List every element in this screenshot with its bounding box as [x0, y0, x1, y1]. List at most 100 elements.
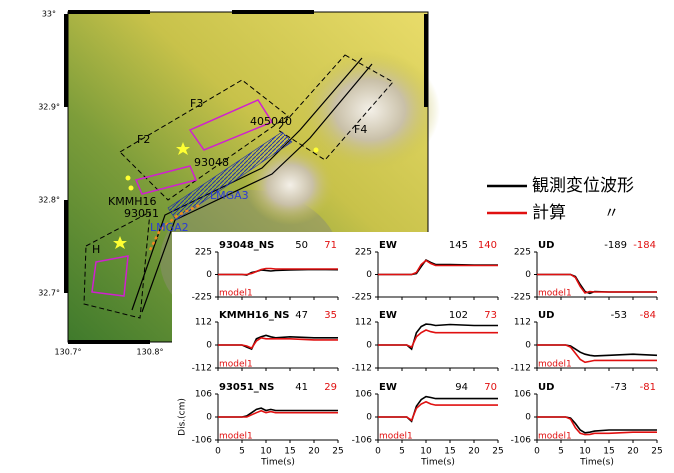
frame-tick: [232, 10, 314, 14]
y-tick-label: -225: [192, 293, 212, 303]
model-peak: 71: [324, 240, 337, 251]
model-peak: 140: [478, 240, 497, 251]
legend-ditto: 〃: [604, 204, 619, 222]
panel-title: EW: [379, 382, 397, 393]
y-tick-label: 0: [525, 341, 531, 351]
figure: 33° 32.9° 32.8° 32.7° 130.7° 130.8° F2 F…: [0, 0, 674, 473]
panel-title: EW: [379, 310, 397, 321]
x-tick-label: 25: [332, 447, 343, 457]
obs-peak: -53: [611, 310, 627, 321]
y-tick-label: 0: [206, 270, 212, 280]
model-label: model1: [538, 360, 572, 370]
model-label: model1: [379, 432, 413, 442]
model-label: model1: [219, 289, 253, 299]
y-tick-label: 0: [525, 270, 531, 280]
y-tick-label: 106: [195, 390, 212, 400]
x-tick-label: 20: [627, 447, 639, 457]
x-tick-label: 25: [651, 447, 662, 457]
obs-peak: -189: [604, 240, 627, 251]
lat-label: 32.7°: [38, 289, 60, 298]
y-tick-label: 0: [366, 413, 372, 423]
y-tick-label: 0: [366, 270, 372, 280]
y-tick-label: 112: [514, 318, 531, 328]
y-tick-label: 112: [195, 318, 212, 328]
epicenter: [314, 148, 319, 153]
y-tick-label: -106: [511, 436, 532, 446]
model-label: model1: [538, 289, 572, 299]
model-peak: -184: [633, 240, 656, 251]
lon-label: 130.7°: [55, 348, 82, 357]
x-tick-label: 15: [284, 447, 295, 457]
y-tick-label: -225: [352, 293, 372, 303]
area-label: LMGA3: [210, 189, 249, 202]
station-label: 405040: [250, 115, 292, 128]
x-tick-label: 0: [215, 447, 221, 457]
y-tick-label: -106: [192, 436, 213, 446]
station-label: 93048: [194, 156, 229, 169]
obs-peak: -73: [611, 382, 627, 393]
y-tick-label: 112: [355, 318, 372, 328]
lat-label: 32.8°: [38, 196, 60, 205]
x-tick-label: 5: [399, 447, 405, 457]
x-tick-label: 20: [468, 447, 480, 457]
epicenter: [126, 176, 131, 181]
lat-label: 33°: [42, 10, 56, 19]
obs-peak: 47: [295, 310, 308, 321]
legend-label: 計算: [532, 203, 566, 223]
model-label: model1: [219, 360, 253, 370]
lat-label: 32.9°: [38, 103, 60, 112]
y-tick-label: -106: [352, 436, 373, 446]
frame-tick: [64, 14, 68, 107]
fault-label: F2: [137, 133, 150, 146]
y-axis-label: Dis.(cm): [178, 398, 188, 436]
model-peak: 70: [484, 382, 497, 393]
y-tick-label: 0: [366, 341, 372, 351]
model-peak: 29: [324, 382, 337, 393]
panel-title: 93051_NS: [219, 382, 274, 393]
y-tick-label: -225: [511, 293, 531, 303]
obs-peak: 50: [295, 240, 308, 251]
frame-tick: [424, 14, 428, 107]
obs-peak: 94: [455, 382, 468, 393]
y-tick-label: 106: [355, 390, 372, 400]
model-label: model1: [538, 432, 572, 442]
model-peak: 35: [324, 310, 337, 321]
model-peak: -84: [640, 310, 656, 321]
x-tick-label: 5: [558, 447, 564, 457]
y-tick-label: 0: [525, 413, 531, 423]
fault-label: F4: [354, 123, 367, 136]
frame-tick: [68, 340, 150, 344]
x-tick-label: 10: [260, 447, 272, 457]
x-axis-label: Time(s): [260, 458, 295, 468]
legend: 観測変位波形計算 〃: [487, 176, 634, 223]
panel-title: UD: [538, 310, 554, 321]
panel-title: UD: [538, 382, 554, 393]
x-tick-label: 15: [603, 447, 614, 457]
model-label: model1: [219, 432, 253, 442]
model-peak: -81: [640, 382, 656, 393]
frame-tick: [68, 10, 150, 14]
x-axis-label: Time(s): [579, 458, 614, 468]
station-label: 93051: [124, 207, 159, 220]
frame-tick: [64, 200, 68, 293]
x-tick-label: 25: [492, 447, 503, 457]
fault-label: F3: [190, 97, 203, 110]
x-tick-label: 0: [534, 447, 540, 457]
x-tick-label: 10: [579, 447, 591, 457]
legend-label: 観測変位波形: [532, 176, 634, 196]
y-tick-label: 0: [206, 413, 212, 423]
y-tick-label: 225: [514, 248, 531, 258]
x-tick-label: 15: [444, 447, 455, 457]
panel-title: KMMH16_NS: [219, 310, 290, 321]
panel-title: UD: [538, 240, 554, 251]
x-tick-label: 0: [375, 447, 381, 457]
epicenter: [129, 186, 134, 191]
y-tick-label: -112: [511, 364, 531, 374]
panel-title: EW: [379, 240, 397, 251]
obs-peak: 102: [449, 310, 468, 321]
obs-peak: 145: [449, 240, 468, 251]
y-tick-label: -112: [352, 364, 372, 374]
x-tick-label: 5: [239, 447, 245, 457]
y-tick-label: 225: [355, 248, 372, 258]
lon-label: 130.8°: [137, 348, 164, 357]
